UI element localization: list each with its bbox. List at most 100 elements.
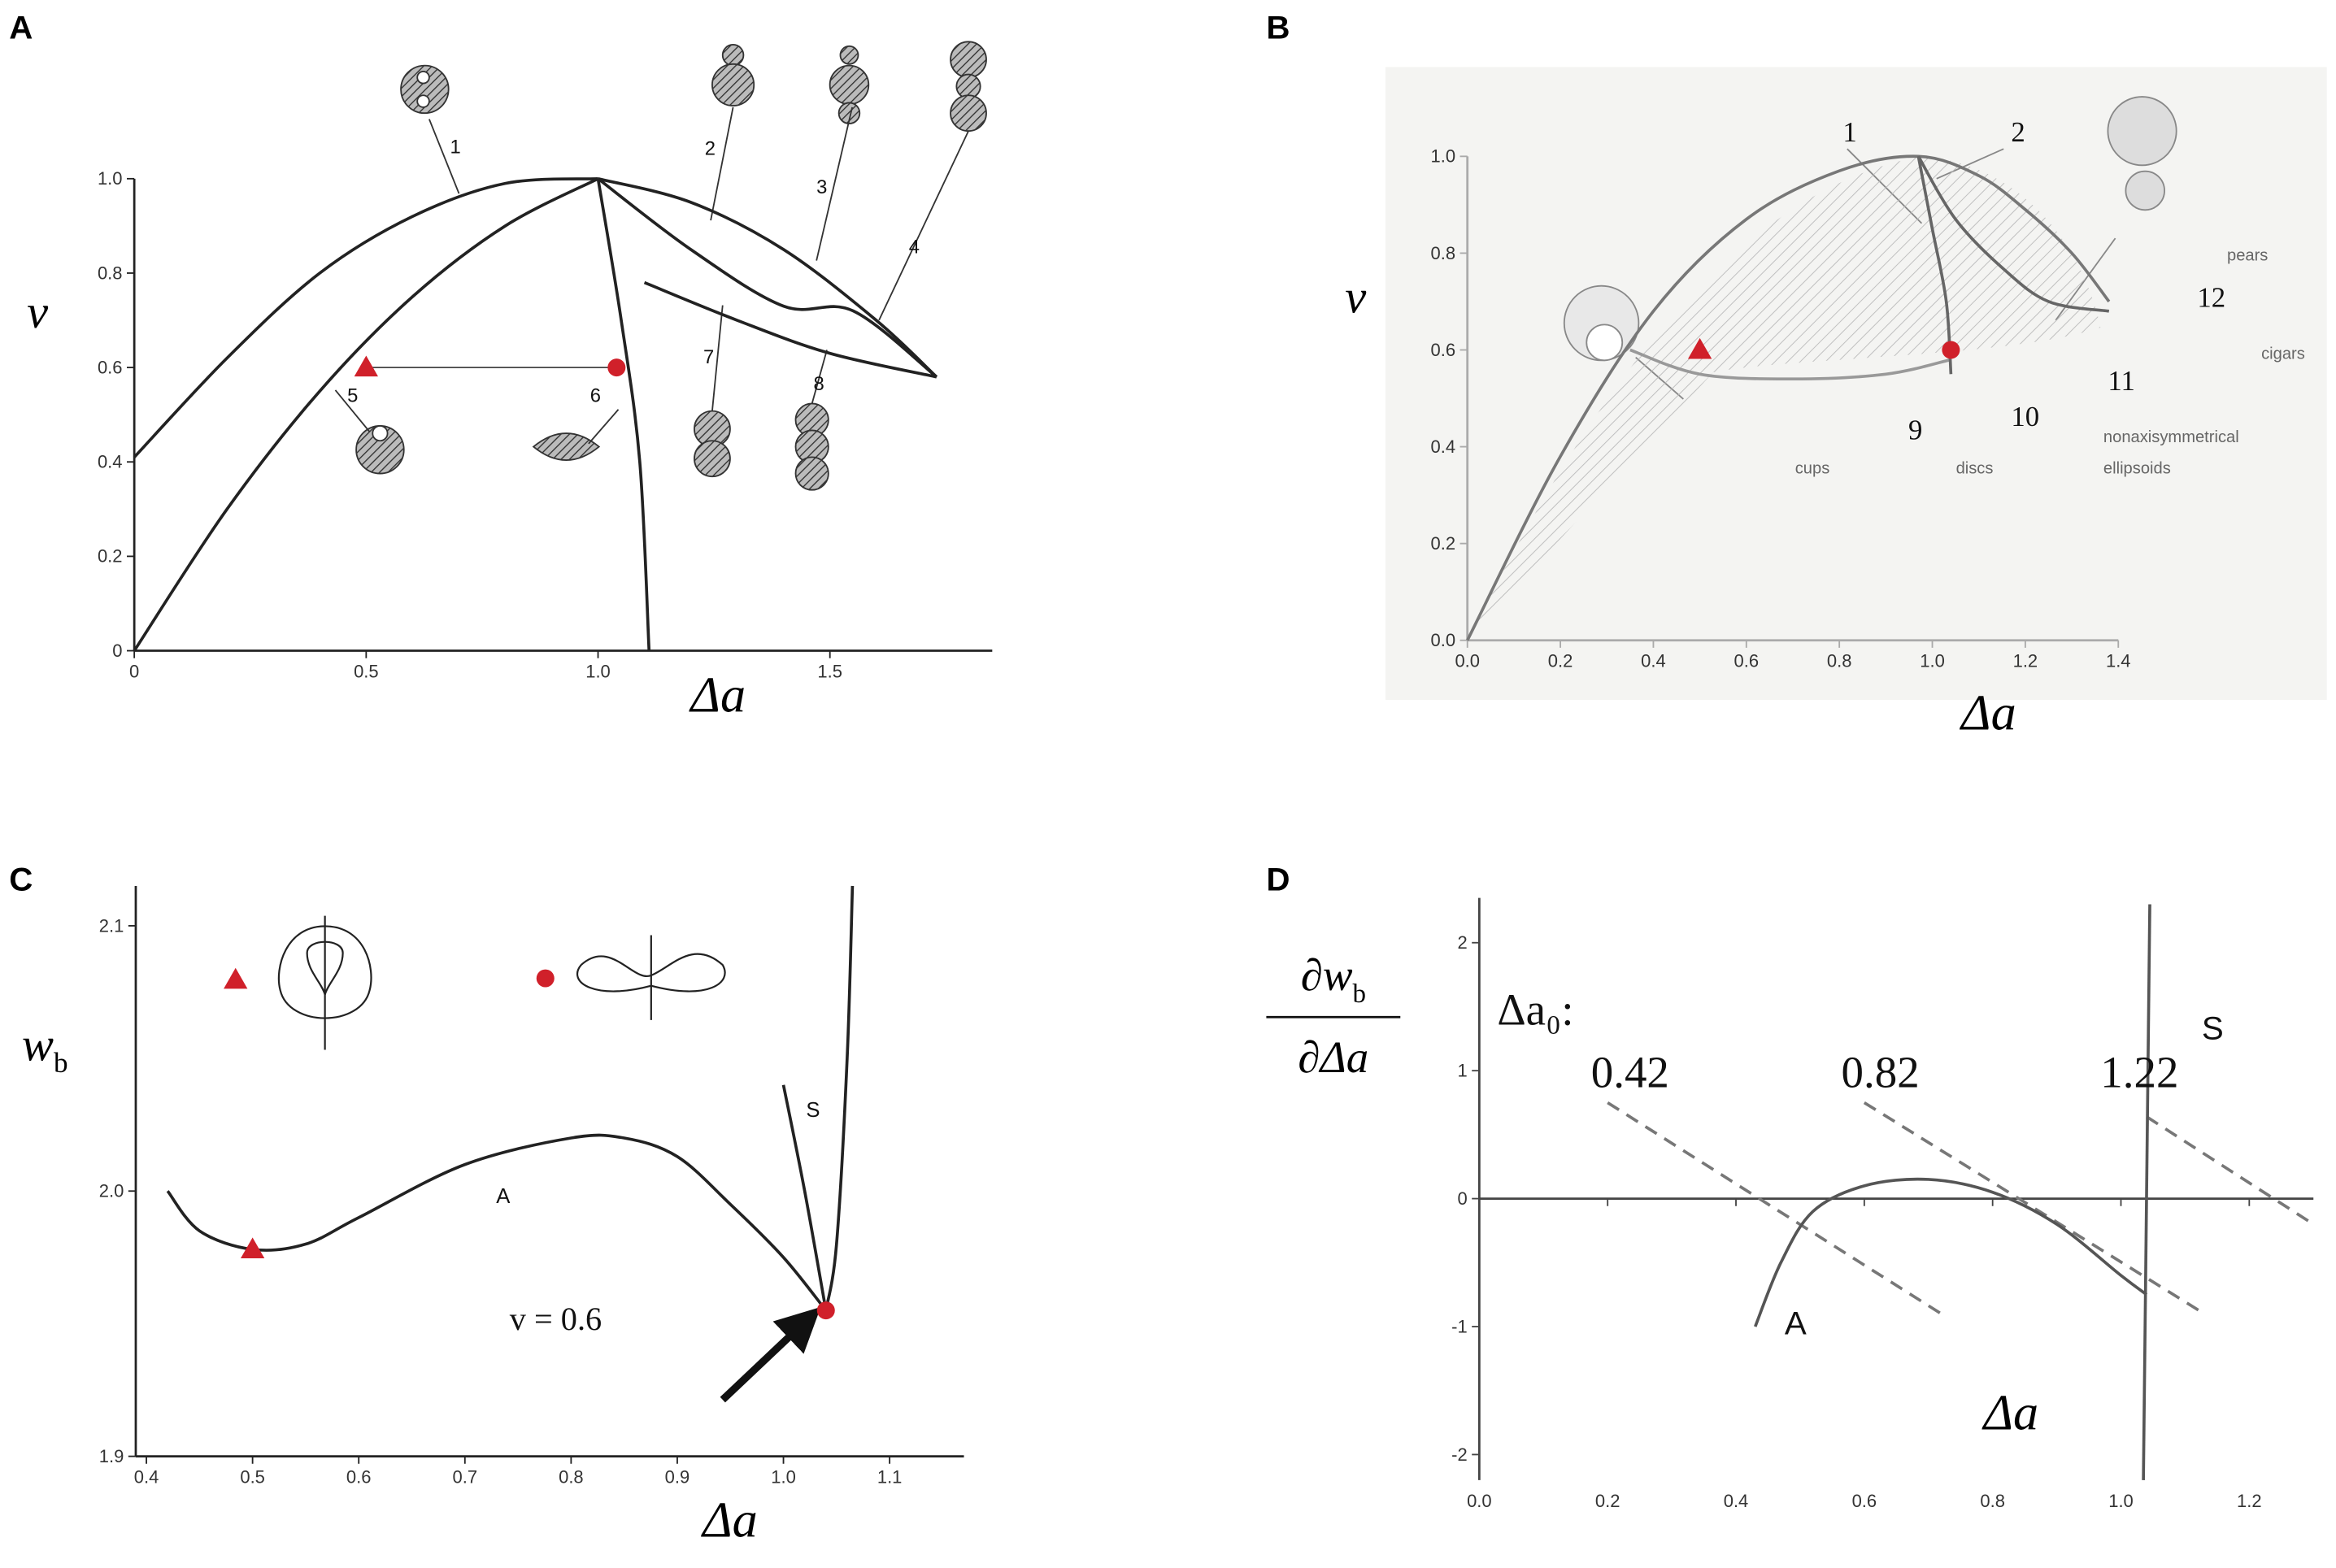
x-tick-label: 0.0 [1467,1491,1492,1511]
annotation: 10 [2011,401,2039,432]
x-tick-label: 0 [129,662,139,682]
curve [1863,1101,2206,1315]
marker-circle [607,358,626,377]
curve [597,177,938,379]
annotation: 1.22 [2100,1047,2178,1097]
y-tick-label: -2 [1451,1444,1468,1465]
y-axis-label: wb [22,1018,68,1079]
x-tick-label: 0.2 [1548,651,1573,671]
x-tick-label: 1.0 [585,662,611,682]
annotation: pears [2227,247,2268,265]
x-tick-label: 1.1 [877,1467,903,1488]
curve [598,177,938,379]
annotation: 4 [909,236,920,258]
y-tick-label: 2 [1457,932,1467,953]
annotation: cigars [2261,345,2305,363]
arrow [720,1306,821,1403]
y-tick-label: 1.0 [1431,146,1456,167]
x-tick-label: 0.4 [1724,1491,1749,1511]
x-tick-label: 0.8 [1827,651,1852,671]
y-axis-label-sub: b [54,1047,68,1079]
curve [1753,1177,2148,1327]
x-axis-label: Δa [1981,1386,2039,1441]
curve [596,178,651,651]
marker-circle [816,1301,835,1320]
y-tick-label: -1 [1451,1316,1468,1336]
y-tick-label: 0.6 [98,357,123,377]
shape-icons-c [224,915,726,1050]
panel-letter: B [1266,10,1290,46]
curve [1916,155,2110,313]
x-axis-label-text: Δa [688,668,746,723]
y-tick-label: 1.9 [99,1446,124,1466]
annotation: nonaxisymmetrical [2103,428,2239,446]
y-tick-label: 0.8 [1431,243,1456,263]
annotation: A [496,1185,511,1208]
y-axis-label-text: ∂w [1301,950,1353,1000]
curve [133,176,598,458]
annotation: 9 [1908,414,1922,445]
curve [1466,154,2111,641]
annotation: A [1785,1305,1807,1341]
curve [1629,348,1951,381]
x-tick-label: 1.5 [817,662,842,682]
annotation: S [2202,1010,2224,1047]
annotation: 6 [590,385,601,407]
x-tick-label: 1.0 [2108,1491,2134,1511]
y-tick-label: 0 [1457,1188,1467,1209]
annotation: 11 [2108,365,2135,397]
annotation: cups [1795,460,1830,478]
y-axis-label: v [1345,271,1367,324]
marker-triangle [1687,337,1712,359]
y-tick-label: 0.0 [1431,630,1456,650]
x-axis-label-text: Δa [1959,686,2016,741]
y-tick-label: 2.0 [99,1181,124,1201]
y-tick-label: 2.1 [99,915,124,936]
x-tick-label: 0.6 [1852,1491,1877,1511]
x-tick-label: 0.5 [240,1467,265,1488]
panel-letter: C [9,861,33,897]
y-tick-label: 0.6 [1431,340,1456,360]
x-tick-label: 0.8 [559,1467,584,1488]
annotation: Δa₀: [1497,984,1573,1034]
x-axis-label: Δa [1959,686,2016,741]
marker-circle [1942,341,1960,359]
x-tick-label: 1.2 [2013,651,2038,671]
curve [643,280,937,379]
curve [824,885,855,1311]
x-tick-label: 1.0 [1920,651,1945,671]
y-axis-label-text: v [27,285,49,338]
curve [2146,1115,2315,1226]
curve [2142,904,2151,1480]
annotation: 8 [814,373,824,395]
x-axis-label-text: Δa [1981,1386,2039,1441]
annotation: 2 [705,138,716,160]
x-tick-label: 0.2 [1595,1491,1620,1511]
x-tick-label: 0.6 [346,1467,372,1488]
annotation: 2 [2011,116,2025,148]
y-tick-label: 0.4 [1431,437,1456,457]
x-axis-label: Δa [700,1493,758,1548]
annotation: discs [1956,460,1994,478]
x-tick-label: 1.4 [2106,651,2131,671]
curve [781,1084,828,1311]
x-tick-label: 0.7 [453,1467,478,1488]
x-axis-label: Δa [688,668,746,723]
annotation: 7 [703,346,714,368]
y-tick-label: 0.2 [1431,533,1456,554]
annotation: 5 [347,385,358,407]
panel-letter: A [9,10,33,46]
y-axis-label-sub: b [1352,979,1365,1009]
annotation: 3 [816,176,827,198]
y-axis-label-text: w [22,1018,54,1071]
y-axis-label-text: v [1345,271,1367,324]
x-tick-label: 0.0 [1455,651,1480,671]
annotation: S [806,1099,820,1122]
x-tick-label: 1.0 [771,1467,796,1488]
x-tick-label: 0.8 [1980,1491,2005,1511]
annotation: ellipsoids [2103,460,2171,478]
marker-triangle [354,355,378,377]
panel-letter: D [1266,861,1290,897]
